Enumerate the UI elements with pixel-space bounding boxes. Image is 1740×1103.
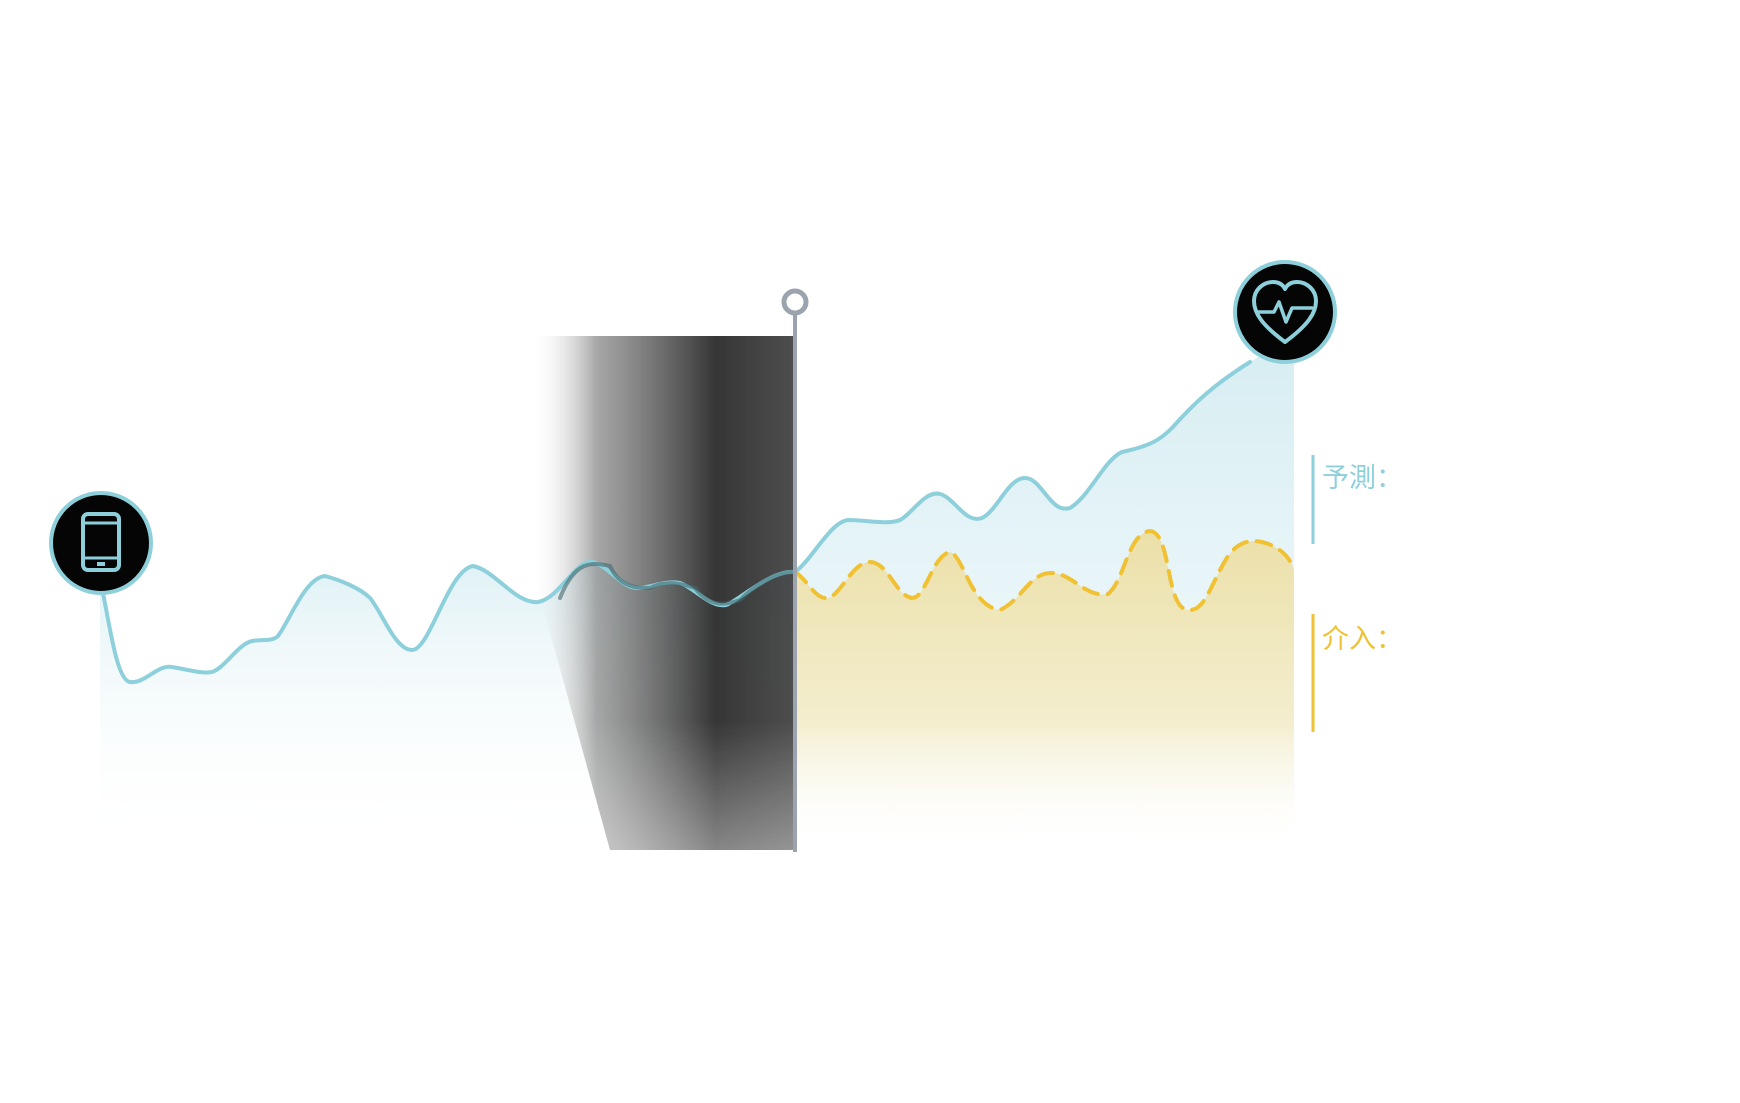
historical-line-shaded — [558, 562, 797, 606]
intervention-area-fill — [795, 531, 1294, 850]
intervention-label: 介入： — [1322, 624, 1403, 655]
prediction-line — [793, 360, 1252, 574]
prediction-label: 予測： — [1322, 463, 1403, 494]
transition-shade — [530, 336, 795, 850]
intervention-line — [793, 528, 1296, 613]
now-marker-pin[interactable] — [781, 288, 809, 316]
smartphone-icon — [49, 491, 153, 595]
heart-pulse-icon — [1233, 260, 1337, 364]
